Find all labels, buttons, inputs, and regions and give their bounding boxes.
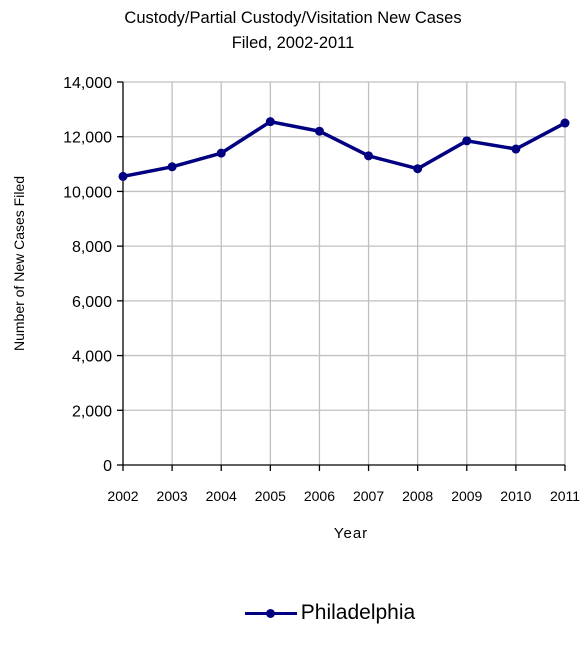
x-tick-label: 2004	[206, 488, 237, 504]
x-tick-label: 2007	[353, 488, 384, 504]
y-tick-label: 10,000	[63, 184, 112, 201]
legend-marker	[265, 609, 275, 618]
data-point	[314, 126, 324, 136]
data-point	[216, 148, 226, 158]
data-point	[560, 118, 570, 128]
y-tick-label: 2,000	[72, 403, 112, 420]
y-tick-label: 4,000	[72, 349, 112, 366]
x-tick-label: 2010	[500, 488, 531, 504]
data-point	[364, 151, 374, 161]
legend: Philadelphia	[0, 598, 586, 628]
y-tick-label: 8,000	[72, 239, 112, 256]
x-axis-label: Year	[334, 525, 368, 542]
chart-title-line-2: Filed, 2002-2011	[231, 34, 355, 52]
y-tick-label: 0	[103, 458, 112, 475]
data-point	[167, 162, 177, 172]
x-tick-label: 2003	[157, 488, 188, 504]
legend-label: Philadelphia	[300, 601, 416, 624]
chart-title: Custody/Partial Custody/Visitation New C…	[0, 6, 586, 56]
data-point	[462, 136, 472, 146]
data-point	[413, 164, 423, 174]
data-point	[265, 117, 275, 127]
x-tick-label: 2006	[304, 488, 335, 504]
data-point	[511, 144, 521, 154]
x-tick-label: 2011	[550, 488, 580, 504]
x-tick-label: 2005	[255, 488, 286, 504]
chart-title-line-1: Custody/Partial Custody/Visitation New C…	[124, 9, 462, 27]
x-tick-label: 2009	[451, 488, 482, 504]
data-point	[118, 171, 128, 181]
y-tick-label: 12,000	[63, 130, 112, 147]
y-tick-label: 14,000	[63, 75, 112, 92]
x-tick-label: 2002	[107, 488, 138, 504]
y-axis-label: Number of New Cases Filed	[11, 176, 27, 351]
legend-swatch	[244, 606, 297, 620]
x-tick-label: 2008	[402, 488, 433, 504]
y-tick-label: 6,000	[72, 294, 112, 311]
series-line-philadelphia	[122, 119, 566, 179]
